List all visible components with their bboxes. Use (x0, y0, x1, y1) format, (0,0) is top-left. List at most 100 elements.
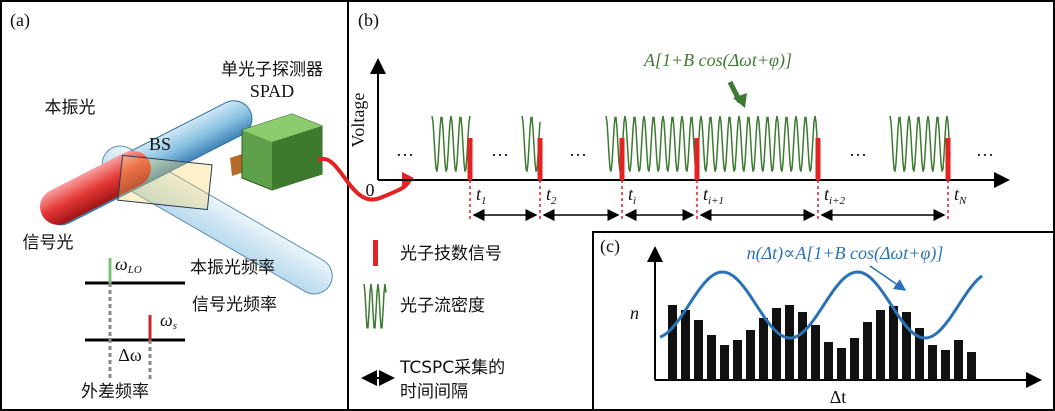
histogram-bar (772, 308, 781, 380)
fiber-arrow (317, 156, 412, 202)
histogram-bar (928, 345, 937, 380)
histogram-bar (941, 350, 950, 380)
detector-top (242, 114, 322, 142)
histogram-bar (837, 348, 846, 380)
ellipsis: … (976, 140, 994, 160)
histogram-bar (915, 328, 924, 380)
histogram-bar (668, 305, 677, 380)
fit-formula: n(Δt)∝A[1+B cos(Δωt+φ)] (747, 243, 944, 264)
signal-beam (40, 150, 151, 225)
lo-caption: 本振光频率 (190, 258, 275, 278)
photon-count (467, 138, 473, 180)
histogram-bar (863, 322, 872, 380)
time-symbol: t (476, 184, 482, 204)
time-subscript: i+1 (708, 195, 724, 207)
histogram-bar (720, 345, 729, 380)
histogram-bar (811, 325, 820, 380)
histogram-bar (707, 335, 716, 380)
legend-flux: 光子流密度 (400, 296, 485, 316)
histogram (668, 305, 976, 380)
ellipses: … … … … … (396, 140, 994, 160)
detector-side (272, 126, 322, 190)
panel-label: (a) (10, 10, 30, 31)
waves (431, 115, 951, 172)
signal-beam-label: 信号光 (23, 233, 74, 253)
y-axis-label: Voltage (348, 93, 368, 148)
local-beam-label: 本振光 (45, 98, 96, 118)
histogram-bar (733, 340, 742, 380)
difference-caption: 外差频率 (81, 382, 149, 402)
x-axis-label: Δt (830, 387, 847, 407)
time-label: t2 (546, 184, 557, 206)
photon-events: t1 t2 ti ti+1 ti+2 tN (467, 138, 967, 222)
legend-interval: TCSPC采集的 (399, 358, 505, 378)
histogram-bar (746, 330, 755, 380)
histogram-bar (902, 312, 911, 380)
local-beam-tube (101, 145, 333, 295)
difference-symbol: Δω (118, 345, 142, 365)
detector-name: 单光子探测器 (221, 60, 323, 80)
histogram-bar (681, 310, 690, 380)
signal-caption: 信号光频率 (192, 295, 277, 315)
time-subscript: i (633, 195, 636, 207)
formula-arrowhead (733, 93, 747, 108)
time-subscript: 1 (481, 195, 487, 207)
flux-wave (521, 115, 541, 172)
y-axis-label: n (630, 303, 639, 323)
frequency-diagram (85, 258, 185, 380)
ellipsis: … (491, 140, 509, 160)
lo-symbol: ωLO (115, 254, 142, 275)
fit-curve (659, 270, 983, 340)
histogram-bar (889, 306, 898, 380)
histogram-bar (694, 320, 703, 380)
beam-splitter (117, 154, 213, 211)
time-symbol: t (628, 184, 634, 204)
origin-label: 0 (366, 180, 375, 200)
detector-model: SPAD (250, 81, 294, 101)
time-label: ti+1 (703, 184, 724, 206)
legend-count-icon (373, 240, 378, 266)
histogram-bar (954, 340, 963, 380)
time-label: t1 (476, 184, 487, 206)
detector-lens (230, 154, 244, 176)
time-subscript: N (958, 195, 967, 207)
time-symbol: t (546, 184, 552, 204)
flux-wave (431, 115, 471, 172)
histogram-bar (876, 310, 885, 380)
time-symbol: t (824, 184, 830, 204)
histogram-bar (824, 342, 833, 380)
envelope-formula: A[1+B cos(Δωt+φ)] (643, 50, 792, 71)
time-label: tN (954, 184, 967, 206)
time-subscript: i+2 (829, 195, 845, 207)
histogram-bar (798, 312, 807, 380)
time-subscript: 2 (551, 195, 557, 207)
time-label: ti+2 (824, 184, 845, 206)
panel-label: (c) (600, 236, 620, 257)
flux-wave (605, 115, 821, 172)
signal-symbol: ωs (160, 310, 177, 331)
legend-interval: 时间间隔 (400, 382, 468, 402)
splitter-label: BS (149, 134, 171, 154)
time-symbol: t (954, 184, 960, 204)
time-symbol: t (703, 184, 709, 204)
ellipsis: … (569, 140, 587, 160)
ellipsis: … (849, 140, 867, 160)
beams (40, 100, 333, 295)
flux-wave (889, 115, 951, 172)
legend-count: 光子技数信号 (400, 244, 502, 264)
legend-flux-icon (363, 283, 387, 329)
ellipsis: … (396, 140, 414, 160)
fit-arrow (869, 265, 907, 291)
photon-count (537, 138, 543, 180)
photon-count (619, 138, 625, 180)
photon-count (694, 138, 700, 180)
time-label: ti (628, 184, 636, 206)
histogram-bar (785, 305, 794, 380)
histogram-bar (850, 338, 859, 380)
histogram-bar (759, 318, 768, 380)
panel-label: (b) (358, 10, 379, 31)
photon-count (945, 138, 951, 180)
photon-count (815, 138, 821, 180)
